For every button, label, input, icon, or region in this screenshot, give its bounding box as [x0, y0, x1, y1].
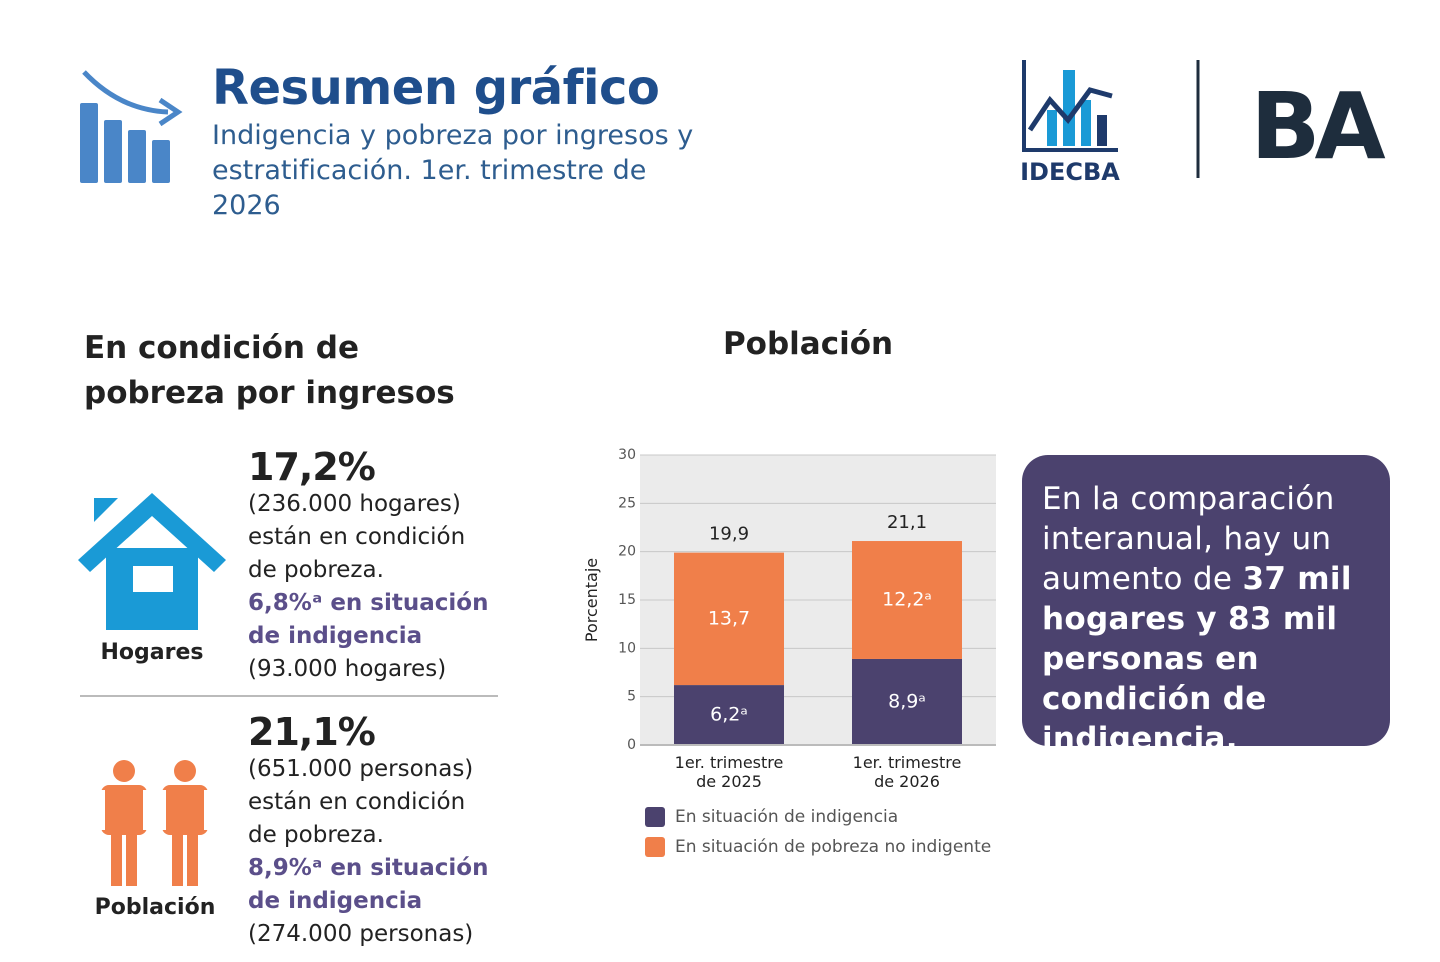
- percent: 21,1%: [248, 710, 376, 754]
- callout: En la comparación interanual, hay un aum…: [1022, 455, 1390, 757]
- y-tick-label: 25: [618, 495, 636, 511]
- count: (274.000 personas): [248, 921, 474, 947]
- text: están en condición de pobreza.: [248, 789, 466, 848]
- item-label: Hogares: [100, 640, 204, 665]
- bar-segment: [674, 685, 784, 745]
- value-label: 8,9ᵃ: [888, 690, 926, 712]
- y-tick-label: 30: [618, 447, 636, 463]
- legend-label: En situación de pobreza no indigente: [675, 837, 991, 857]
- people-icon: [99, 760, 210, 886]
- value-label: 13,7: [708, 607, 750, 629]
- x-tick-label: 1er. trimestre de 2025: [674, 753, 784, 791]
- callout-highlight: 37 mil hogares y 83 mil personas en cond…: [1042, 561, 1352, 757]
- count: (236.000 hogares): [248, 491, 461, 517]
- total-label: 19,9: [709, 524, 749, 545]
- x-tick-label: 1er. trimestre de 2026: [852, 753, 962, 791]
- callout-text: En la comparación interanual, hay un aum…: [1042, 481, 1335, 597]
- y-tick-label: 0: [627, 737, 636, 753]
- logo-text: IDECBA: [1020, 158, 1120, 186]
- count: (93.000 hogares): [248, 656, 447, 682]
- chart-title: Población: [722, 326, 894, 362]
- value-label: 6,2ᵃ: [710, 704, 748, 726]
- legend-swatch: [645, 807, 665, 827]
- summary-item: 21,1% (651.000 personas) están en condic…: [248, 711, 498, 951]
- bar-segment: [674, 552, 784, 686]
- y-tick-label: 5: [627, 689, 636, 705]
- house-icon: [78, 493, 226, 630]
- title: Resumen gráfico: [212, 60, 660, 116]
- indigence: 6,8%ᵃ en situación de indigencia: [248, 590, 489, 649]
- bar-segment: [852, 541, 962, 659]
- subtitle: Indigencia y pobreza por ingresos y estr…: [212, 120, 694, 221]
- y-tick-label: 10: [618, 640, 636, 656]
- header-icon: [80, 70, 183, 183]
- legend-swatch: [645, 837, 665, 857]
- summary-title: En condición de pobreza por ingresos: [84, 330, 455, 411]
- total-label: 21,1: [887, 512, 927, 533]
- bar-segment: [852, 658, 962, 745]
- text: están en condición de pobreza.: [248, 524, 466, 583]
- summary-item: 17,2% (236.000 hogares) están en condici…: [248, 446, 498, 686]
- value-label: 12,2ᵃ: [882, 589, 932, 611]
- item-label: Población: [94, 895, 216, 920]
- y-tick-label: 20: [618, 544, 636, 560]
- indigence: 8,9%ᵃ en situación de indigencia: [248, 855, 489, 914]
- idecba-icon: [1022, 60, 1118, 152]
- y-axis-label: Porcentaje: [582, 558, 601, 642]
- count: (651.000 personas): [248, 756, 474, 782]
- y-tick-label: 15: [618, 592, 636, 608]
- legend-label: En situación de indigencia: [675, 807, 898, 827]
- brand-logo: BA: [1250, 73, 1385, 180]
- percent: 17,2%: [248, 445, 376, 489]
